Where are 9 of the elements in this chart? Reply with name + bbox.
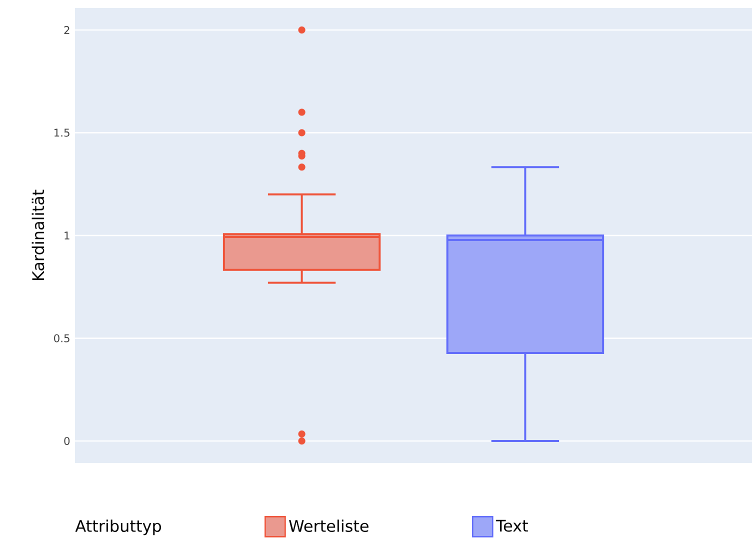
y-axis-title: Kardinalität: [32, 190, 44, 280]
legend-label: Text: [496, 520, 528, 532]
y-tick-label: 0.5: [54, 334, 70, 342]
legend-title: Attributtyp: [75, 520, 162, 536]
y-tick-label: 2: [64, 26, 70, 34]
y-tick-label: 1: [64, 232, 70, 240]
y-tick-label: 1.5: [54, 128, 70, 137]
legend-label: Werteliste: [289, 520, 368, 532]
y-tick-label: 0: [64, 436, 70, 446]
